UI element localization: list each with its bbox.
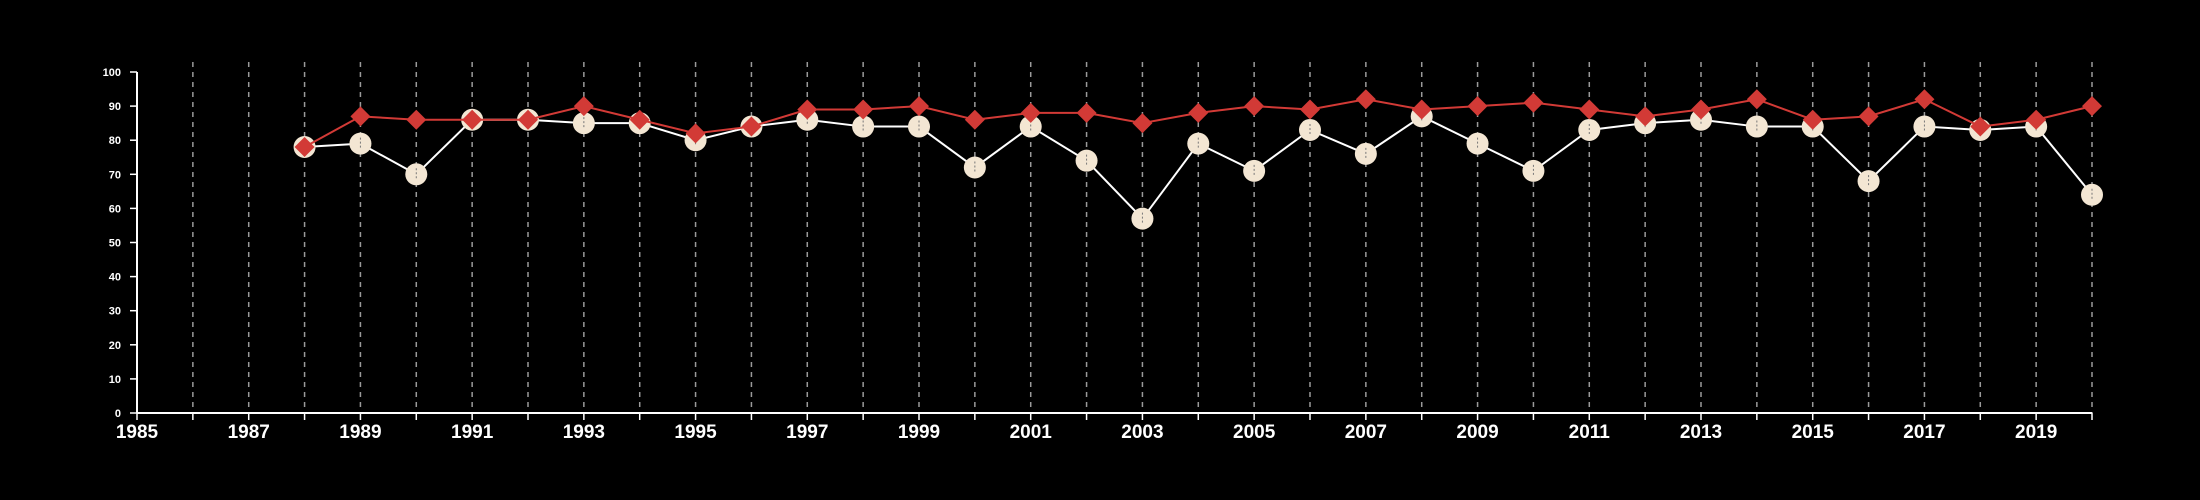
series-2-point-2007 [1355, 89, 1376, 110]
y-tick-label-20: 20 [109, 340, 121, 352]
x-tick-label-2007: 2007 [1345, 422, 1387, 443]
series-2-point-1994 [629, 109, 650, 130]
series-2-point-2004 [1188, 102, 1209, 123]
series-2-point-2015 [1802, 109, 1823, 130]
series-2-point-2003 [1132, 113, 1153, 134]
x-tick-label-1989: 1989 [339, 422, 381, 443]
x-tick-label-1985: 1985 [116, 422, 159, 443]
series-2-point-2016 [1858, 106, 1879, 127]
x-tick-label-2017: 2017 [1903, 422, 1945, 443]
x-tick-label-1991: 1991 [451, 422, 494, 443]
x-tick-label-2001: 2001 [1010, 422, 1053, 443]
x-tick-label-2013: 2013 [1680, 422, 1722, 443]
series-group [293, 89, 2103, 230]
gridlines [192, 62, 2093, 413]
x-tick-label-2003: 2003 [1121, 422, 1163, 443]
x-tick-label-1999: 1999 [898, 422, 940, 443]
series-2-point-2011 [1579, 99, 1600, 120]
series-2-point-2014 [1746, 89, 1767, 110]
y-tick-label-60: 60 [109, 203, 121, 215]
series-2-point-1999 [909, 96, 929, 117]
series-2-point-1991 [462, 109, 483, 130]
series-2-point-2010 [1523, 92, 1544, 113]
y-tick-label-40: 40 [109, 272, 121, 284]
series-2-point-1998 [853, 99, 874, 120]
series-2-point-1996 [741, 116, 762, 137]
series-2-point-1992 [518, 109, 538, 130]
x-axis-ticks: 1985 1987 1989 1991 1993 1995 1997 1999 2001 2003… [116, 413, 2093, 443]
series-2-point-2013 [1691, 99, 1711, 120]
series-2-point-1997 [797, 99, 818, 120]
y-tick-label-90: 90 [109, 101, 121, 113]
x-tick-label-2009: 2009 [1456, 422, 1498, 443]
series-2-point-1989 [350, 106, 371, 127]
y-tick-label-30: 30 [109, 306, 121, 318]
series-2-point-2001 [1020, 102, 1041, 123]
series-2-point-2009 [1467, 96, 1488, 117]
series-2-point-2012 [1635, 106, 1656, 127]
x-tick-label-2015: 2015 [1792, 422, 1835, 443]
series-2-point-2006 [1300, 99, 1320, 120]
series-2-point-2019 [2026, 109, 2047, 130]
y-tick-label-10: 10 [109, 374, 121, 386]
series-2-point-1993 [573, 96, 594, 117]
series-2-point-2018 [1970, 116, 1991, 137]
series-2-point-2002 [1076, 102, 1097, 123]
series-2-point-2000 [964, 109, 985, 130]
y-tick-label-100: 100 [103, 67, 121, 79]
x-tick-label-2019: 2019 [2015, 422, 2057, 443]
y-tick-label-0: 0 [115, 408, 121, 420]
series-2-point-1990 [406, 109, 427, 130]
x-tick-label-1997: 1997 [786, 422, 828, 443]
x-tick-label-2011: 2011 [1569, 422, 1611, 443]
y-tick-label-70: 70 [109, 169, 121, 181]
series-2-point-1988 [294, 137, 315, 158]
y-tick-label-80: 80 [109, 135, 121, 147]
y-tick-label-50: 50 [109, 238, 121, 250]
x-tick-label-1995: 1995 [674, 422, 717, 443]
x-tick-label-2005: 2005 [1233, 422, 1276, 443]
series-2-point-1995 [685, 123, 706, 144]
x-tick-label-1987: 1987 [228, 422, 270, 443]
series-2-point-2005 [1244, 96, 1265, 117]
series-2-point-2020 [2082, 96, 2102, 117]
y-axis-ticks: 0 10 20 30 40 50 60 70 80 90 100 [103, 67, 137, 420]
series-2-point-2017 [1914, 89, 1935, 110]
x-tick-label-1993: 1993 [563, 422, 605, 443]
series-2-point-2008 [1411, 99, 1432, 120]
